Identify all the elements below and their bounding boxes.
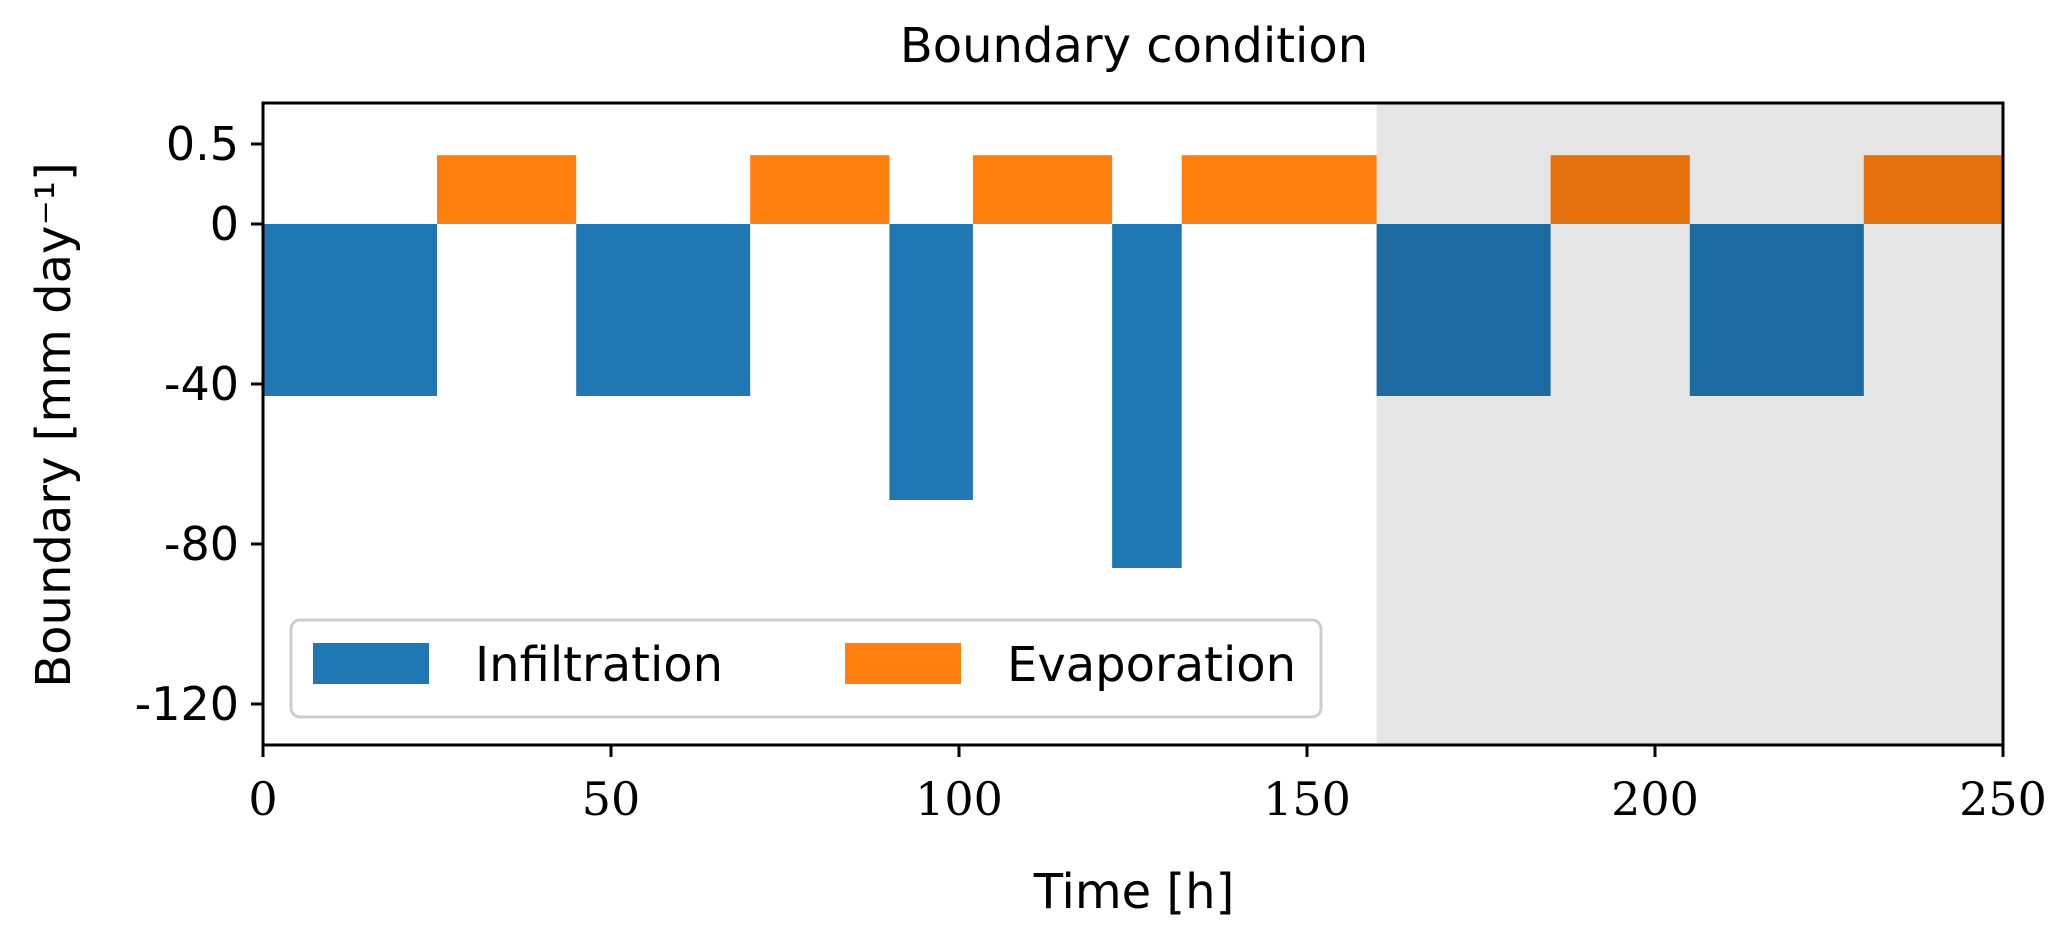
- y-axis-label: Boundary [mm day⁻¹]: [26, 162, 82, 688]
- y-tick-label: 0.5: [166, 117, 239, 171]
- y-tick-label: -120: [135, 677, 239, 731]
- evaporation-legend-label: Evaporation: [1007, 637, 1296, 693]
- infiltration-bar: [1112, 224, 1182, 568]
- evaporation-bar: [1181, 155, 1377, 224]
- chart-title: Boundary condition: [900, 18, 1368, 74]
- infiltration-legend-swatch: [313, 643, 429, 684]
- infiltration-bar-shade-overlay: [1689, 224, 1864, 396]
- evaporation-bar-shade-overlay: [1550, 155, 1690, 224]
- plot-frame: [261, 101, 2005, 747]
- infiltration-bar-shade-overlay: [1376, 224, 1551, 396]
- x-tick-label: 200: [1611, 772, 1699, 826]
- y-tick-label: 0: [210, 197, 239, 251]
- legend-box: [289, 618, 1323, 719]
- x-tick-label: 50: [582, 772, 641, 826]
- x-tick-label: 250: [1959, 772, 2047, 826]
- evaporation-bar: [1863, 155, 2003, 224]
- infiltration-bar: [1376, 224, 1551, 396]
- infiltration-legend-label: Infiltration: [475, 637, 723, 693]
- infiltration-bar: [889, 224, 973, 500]
- x-axis-label: Time [h]: [1033, 864, 1235, 920]
- x-tick-label: 100: [915, 772, 1003, 826]
- x-tick-label: 0: [248, 772, 277, 826]
- evaporation-bar-shade-overlay: [1863, 155, 2003, 224]
- evaporation-bar: [972, 155, 1113, 224]
- evaporation-bar: [750, 155, 890, 224]
- infiltration-bar: [576, 224, 751, 396]
- y-tick-label: -40: [164, 357, 239, 411]
- evaporation-bar: [437, 155, 577, 224]
- evaporation-legend-swatch: [845, 643, 961, 684]
- y-tick-label: -80: [164, 517, 239, 571]
- infiltration-bar: [1689, 224, 1864, 396]
- infiltration-bar: [263, 224, 437, 396]
- x-tick-label: 150: [1263, 772, 1351, 826]
- evaporation-bar: [1550, 155, 1690, 224]
